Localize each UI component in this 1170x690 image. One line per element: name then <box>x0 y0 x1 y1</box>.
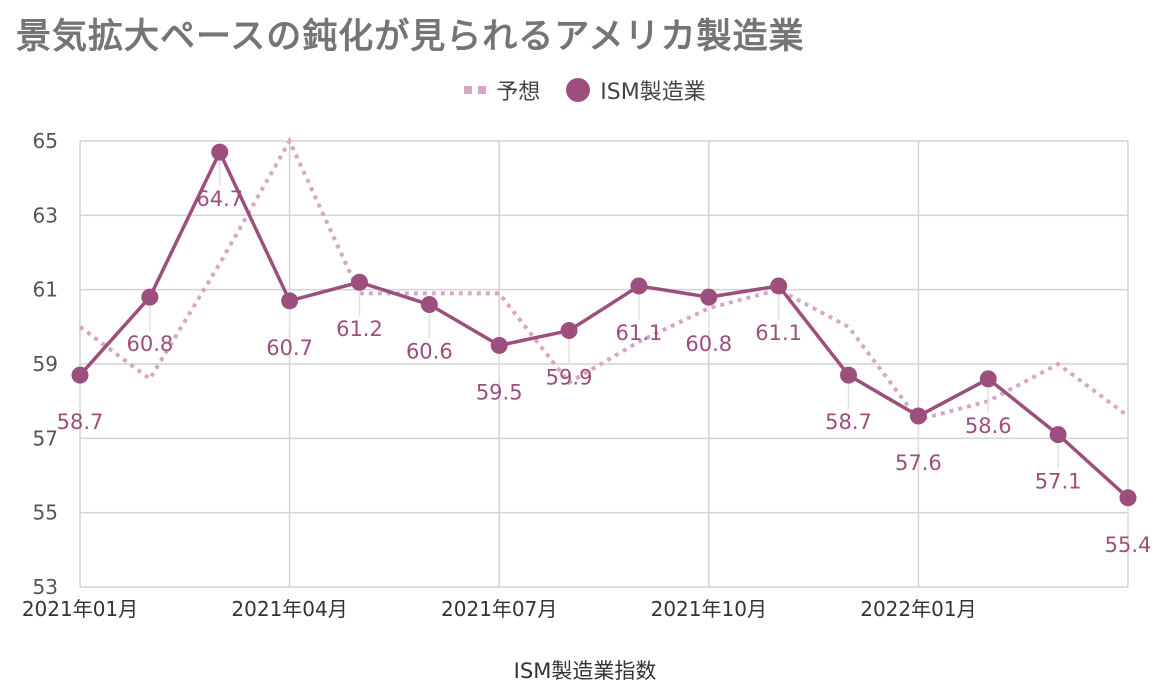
dotted-line-swatch-icon <box>464 86 487 94</box>
ism-data-label: 59.5 <box>476 380 523 404</box>
ism-data-label: 64.7 <box>196 187 243 211</box>
ism-data-point <box>909 407 927 425</box>
ism-data-label: 61.1 <box>616 321 663 345</box>
x-axis-title: ISM製造業指数 <box>513 659 657 683</box>
ism-data-point <box>281 292 299 310</box>
y-tick-label: 63 <box>33 203 58 227</box>
x-tick-label: 2022年01月 <box>860 597 976 621</box>
y-tick-label: 53 <box>33 575 58 599</box>
forecast-series-line <box>78 136 1130 423</box>
circle-marker-swatch-icon <box>566 78 591 102</box>
x-tick-label: 2021年10月 <box>651 597 767 621</box>
legend-label-ism: ISM製造業 <box>600 80 706 105</box>
y-tick-label: 55 <box>33 501 58 525</box>
legend-item-ism[interactable]: ISM製造業 <box>566 74 706 106</box>
ism-data-label: 60.7 <box>266 336 313 360</box>
ism-data-label: 55.4 <box>1105 533 1152 557</box>
x-tick-label: 2021年04月 <box>231 597 347 621</box>
ism-data-label: 58.7 <box>825 410 872 434</box>
ism-data-point <box>1049 426 1067 444</box>
ism-data-label: 58.7 <box>57 410 104 434</box>
y-tick-label: 59 <box>33 352 58 376</box>
legend: 予想 ISM製造業 <box>0 74 1170 106</box>
ism-data-point <box>490 336 508 354</box>
y-tick-label: 61 <box>33 278 58 302</box>
ism-data-label: 59.9 <box>546 366 593 390</box>
x-tick-label: 2021年01月 <box>22 597 138 621</box>
ism-series-line <box>78 150 1130 500</box>
ism-data-point <box>770 277 788 295</box>
ism-data-point <box>211 143 229 161</box>
y-tick-label: 65 <box>33 129 58 153</box>
ism-data-point <box>700 288 718 306</box>
ism-data-label: 57.1 <box>1035 470 1082 494</box>
ism-data-label: 57.6 <box>895 451 942 475</box>
ism-data-point <box>979 370 997 388</box>
x-tick-label: 2021年07月 <box>441 597 557 621</box>
ism-data-point <box>560 322 578 340</box>
y-tick-label: 57 <box>33 426 58 450</box>
ism-data-point <box>141 288 159 306</box>
ism-data-label: 58.6 <box>965 414 1012 438</box>
ism-data-label: 60.8 <box>126 332 173 356</box>
ism-data-label: 61.2 <box>336 317 383 341</box>
ism-data-point <box>350 273 368 291</box>
legend-label-forecast: 予想 <box>496 80 541 105</box>
ism-data-point <box>1119 489 1137 507</box>
ism-data-label: 61.1 <box>755 321 802 345</box>
legend-item-forecast[interactable]: 予想 <box>464 74 540 106</box>
chart-title: 景気拡大ペースの鈍化が見られるアメリカ製造業 <box>16 17 805 57</box>
ism-data-point <box>420 296 438 314</box>
ism-data-point <box>71 366 89 384</box>
ism-data-label: 60.8 <box>685 332 732 356</box>
ism-data-point <box>630 277 648 295</box>
ism-data-label: 60.6 <box>406 340 453 364</box>
ism-data-point <box>840 366 858 384</box>
